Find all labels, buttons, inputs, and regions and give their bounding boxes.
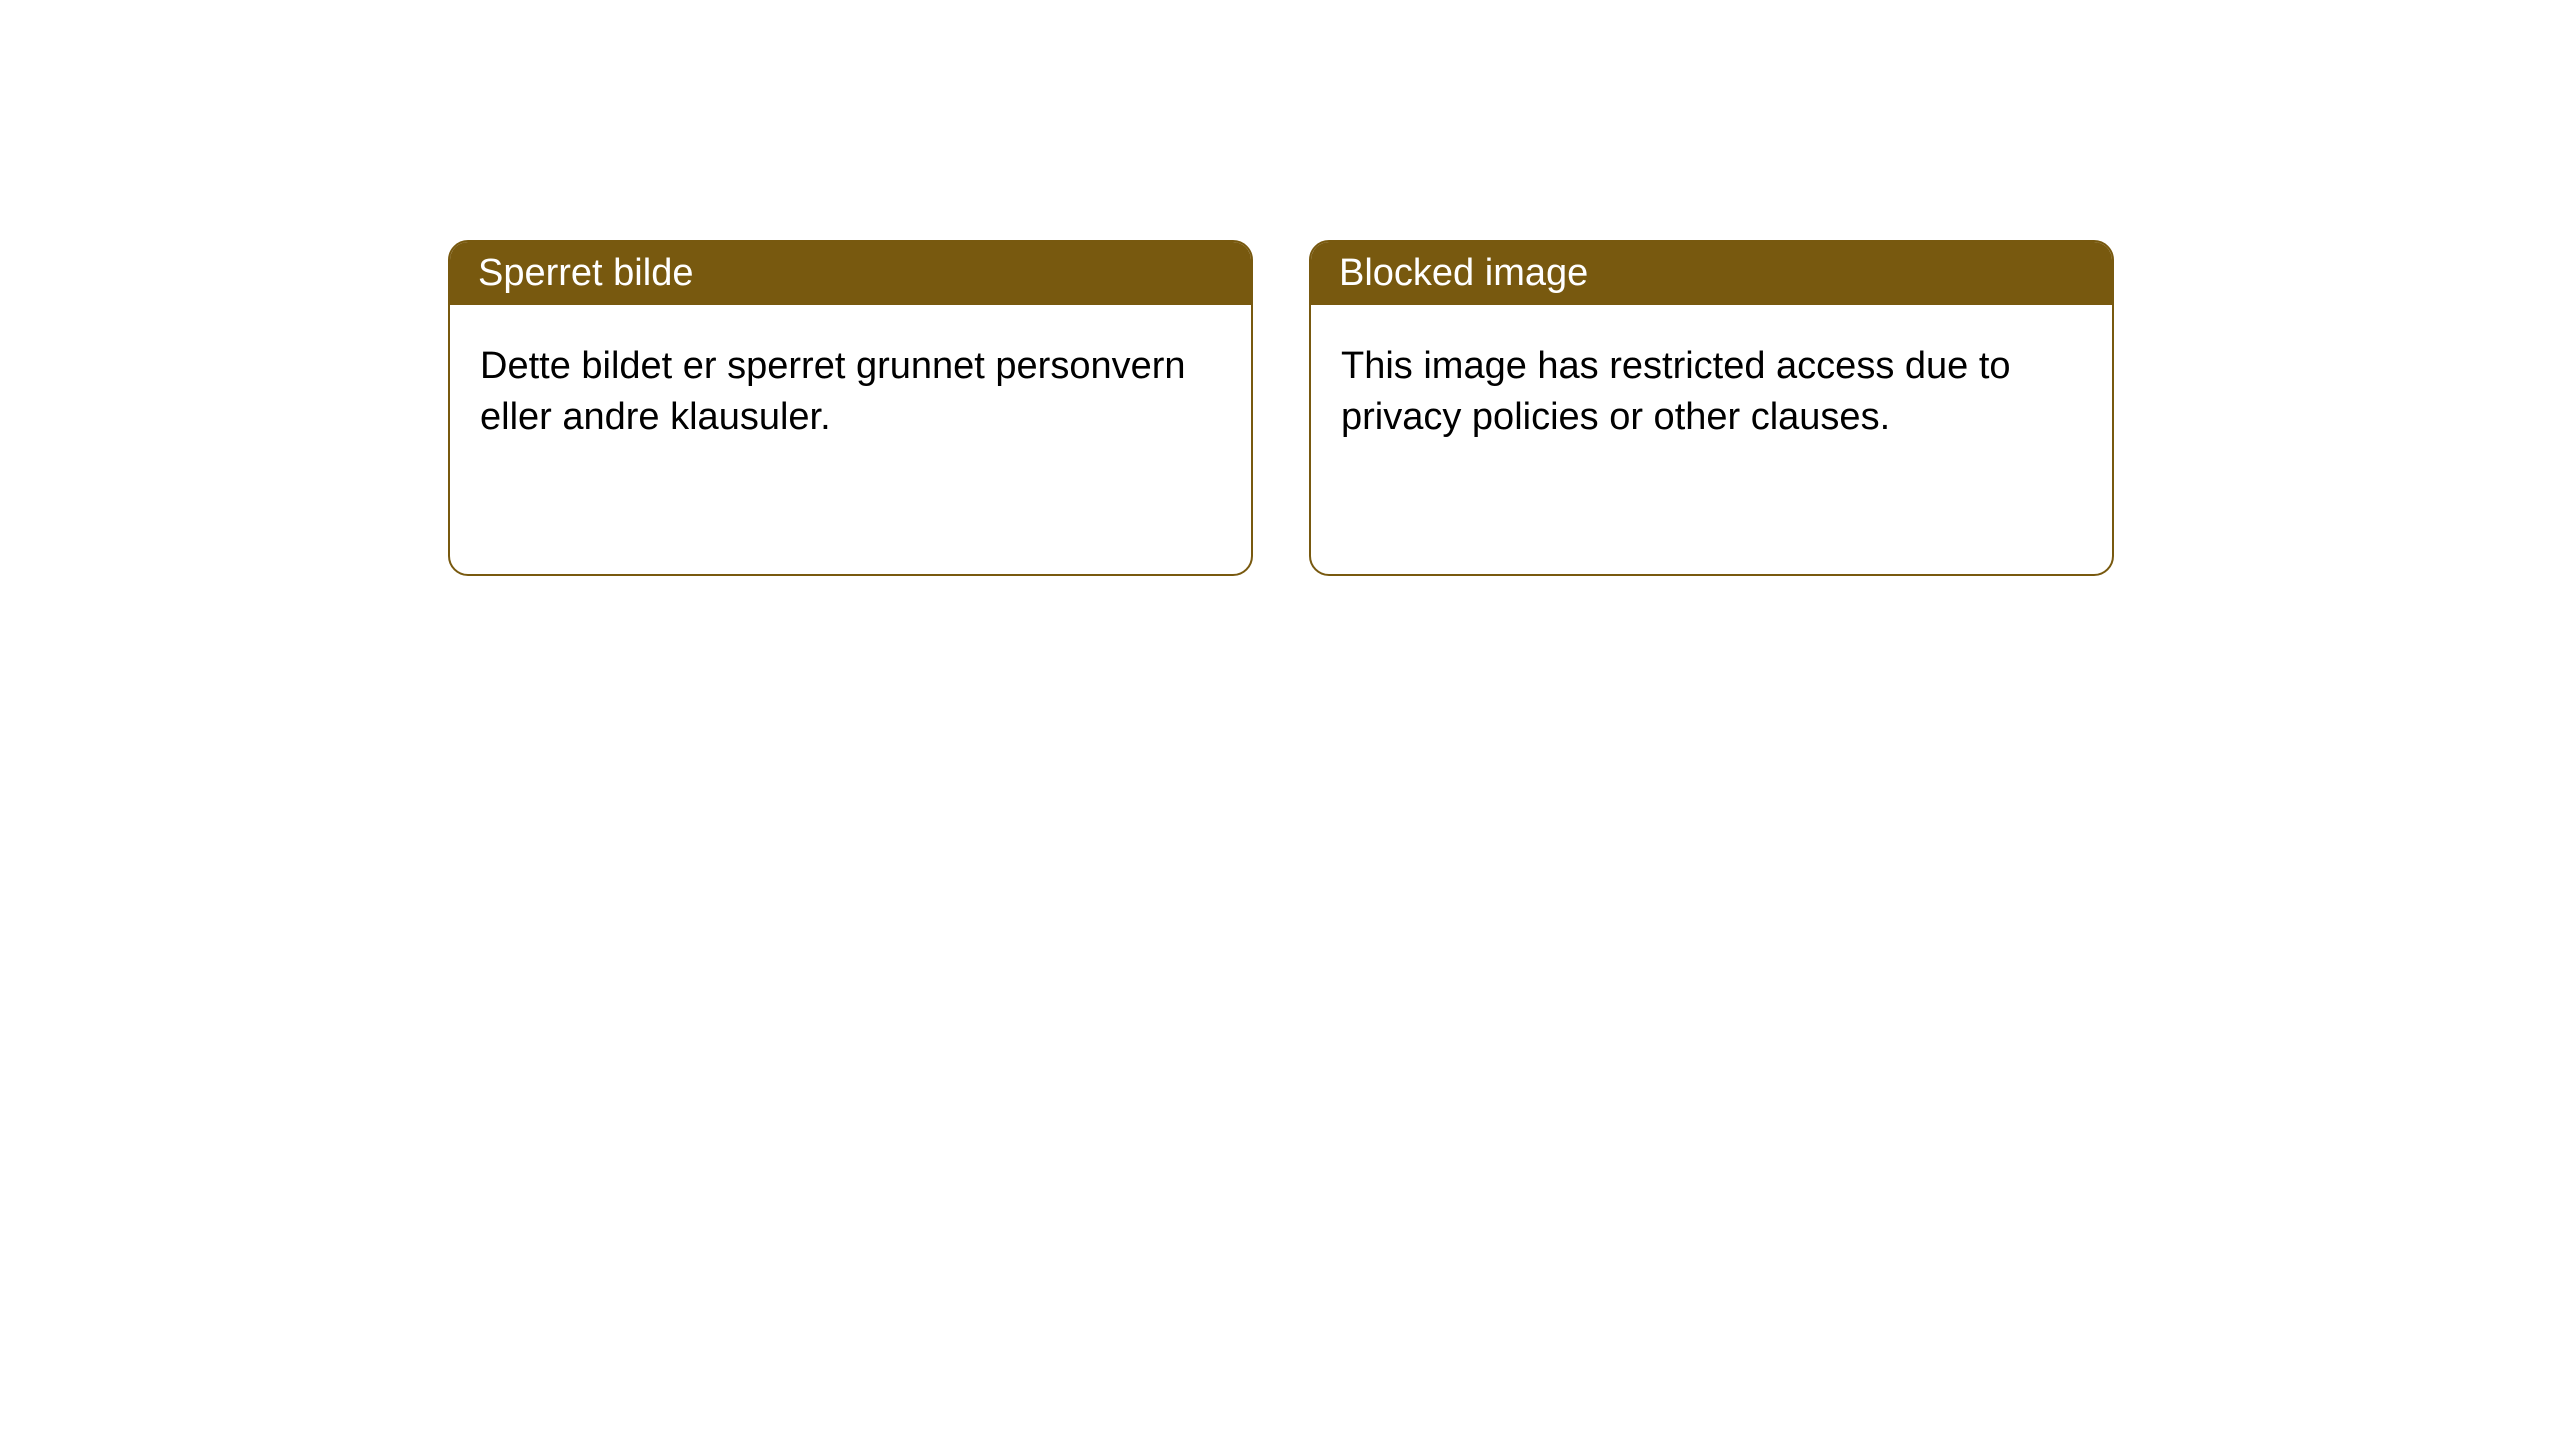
blocked-notice-card-no: Sperret bilde Dette bildet er sperret gr… bbox=[448, 240, 1253, 576]
card-title: Sperret bilde bbox=[478, 252, 693, 294]
card-header: Blocked image bbox=[1311, 242, 2112, 305]
blocked-notice-card-en: Blocked image This image has restricted … bbox=[1309, 240, 2114, 576]
card-title: Blocked image bbox=[1339, 252, 1588, 294]
card-body-text: This image has restricted access due to … bbox=[1341, 345, 2011, 438]
card-body: This image has restricted access due to … bbox=[1311, 305, 2112, 480]
notice-container: Sperret bilde Dette bildet er sperret gr… bbox=[0, 0, 2560, 576]
card-body: Dette bildet er sperret grunnet personve… bbox=[450, 305, 1251, 480]
card-body-text: Dette bildet er sperret grunnet personve… bbox=[480, 345, 1186, 438]
card-header: Sperret bilde bbox=[450, 242, 1251, 305]
